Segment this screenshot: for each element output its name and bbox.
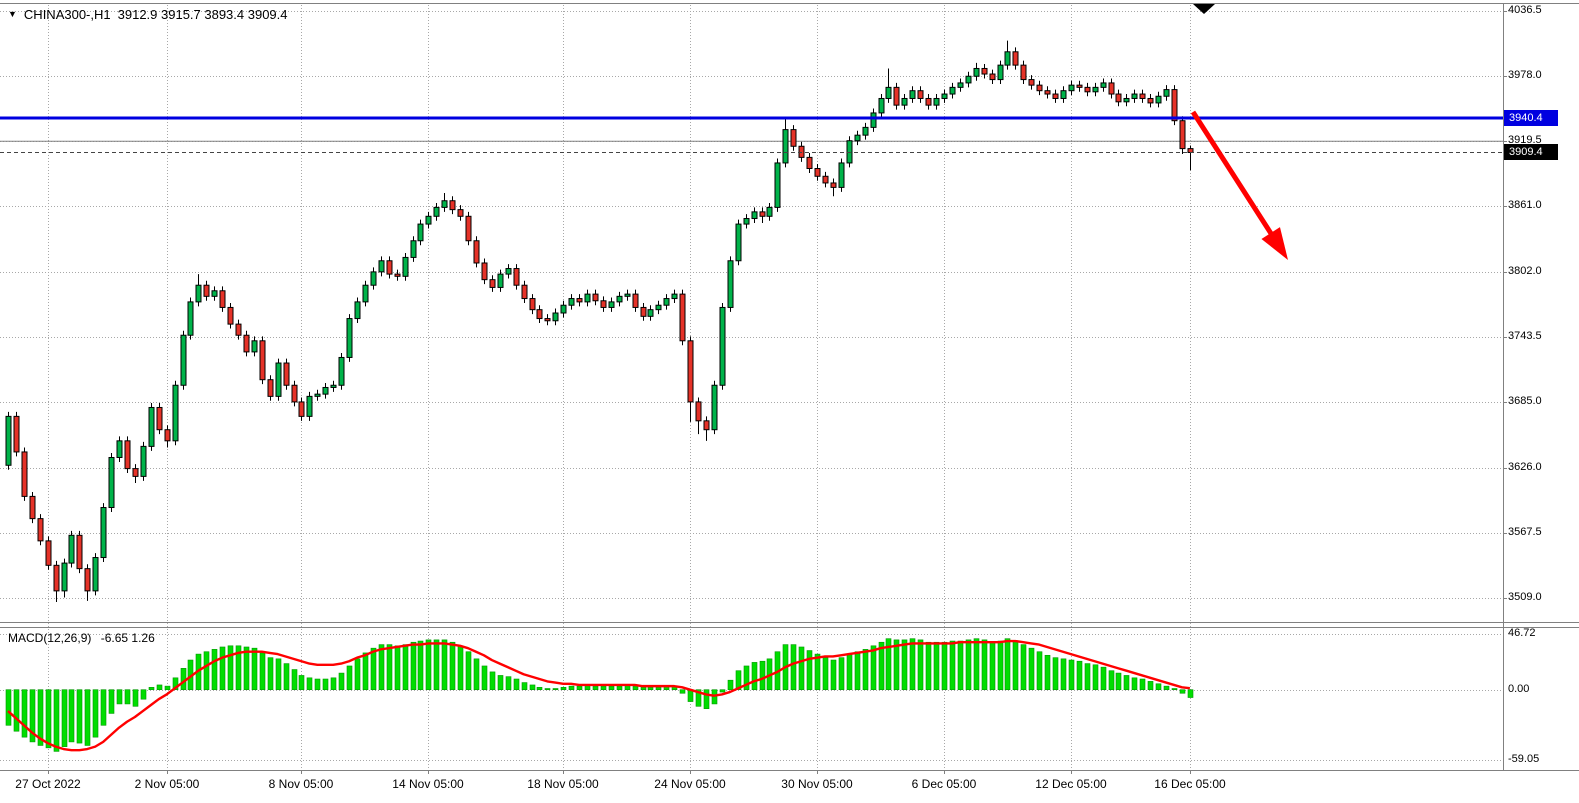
last-price-tag: 3909.4 <box>1504 144 1558 161</box>
time-axis-label: 6 Dec 05:00 <box>911 777 977 791</box>
time-axis-label: 14 Nov 05:00 <box>392 777 464 791</box>
time-axis-label: 16 Dec 05:00 <box>1154 777 1226 791</box>
ohlc-values: 3912.9 3915.7 3893.4 3909.4 <box>117 7 288 22</box>
time-axis-label: 2 Nov 05:00 <box>134 777 200 791</box>
price-axis-label: 3802.0 <box>1508 264 1542 277</box>
time-axis-label: 8 Nov 05:00 <box>268 777 334 791</box>
price-axis-label: 3567.5 <box>1508 525 1542 538</box>
time-axis-label: 27 Oct 2022 <box>15 777 81 791</box>
macd-axis-label: 46.72 <box>1508 627 1536 640</box>
macd-values: -6.65 1.26 <box>100 631 155 645</box>
macd-axis-label: 0.00 <box>1508 682 1530 695</box>
chevron-down-icon[interactable]: ▼ <box>8 9 17 19</box>
price-axis-label: 3978.0 <box>1508 69 1542 82</box>
panel-splitter[interactable] <box>0 621 1579 629</box>
macd-name: MACD(12,26,9) <box>8 631 92 645</box>
time-axis-label: 12 Dec 05:00 <box>1035 777 1107 791</box>
price-axis-label: 3919.5 <box>1508 134 1542 147</box>
price-axis-label: 3861.0 <box>1508 199 1542 212</box>
down-trend-arrow <box>1261 227 1288 260</box>
time-axis[interactable] <box>0 771 1579 803</box>
macd-indicator-label: MACD(12,26,9) -6.65 1.26 <box>8 631 161 645</box>
price-axis-label: 3509.0 <box>1508 590 1542 603</box>
time-axis-label: 24 Nov 05:00 <box>654 777 726 791</box>
time-axis-label: 18 Nov 05:00 <box>527 777 599 791</box>
price-axis-label: 3685.0 <box>1508 394 1542 407</box>
resistance-price-tag: 3940.4 <box>1504 110 1558 127</box>
quote-header: ▼ CHINA300-,H1 3912.9 3915.7 3893.4 3909… <box>8 7 288 22</box>
macd-axis-label: -59.05 <box>1508 752 1540 765</box>
symbol-timeframe-label: CHINA300-,H1 <box>23 7 111 22</box>
price-axis-label: 4036.5 <box>1508 4 1542 17</box>
time-axis-label: 30 Nov 05:00 <box>781 777 853 791</box>
chart-shift-marker-icon <box>1193 4 1215 14</box>
price-axis[interactable] <box>1504 4 1579 770</box>
price-axis-label: 3626.0 <box>1508 460 1542 473</box>
price-axis-label: 3743.5 <box>1508 329 1542 342</box>
